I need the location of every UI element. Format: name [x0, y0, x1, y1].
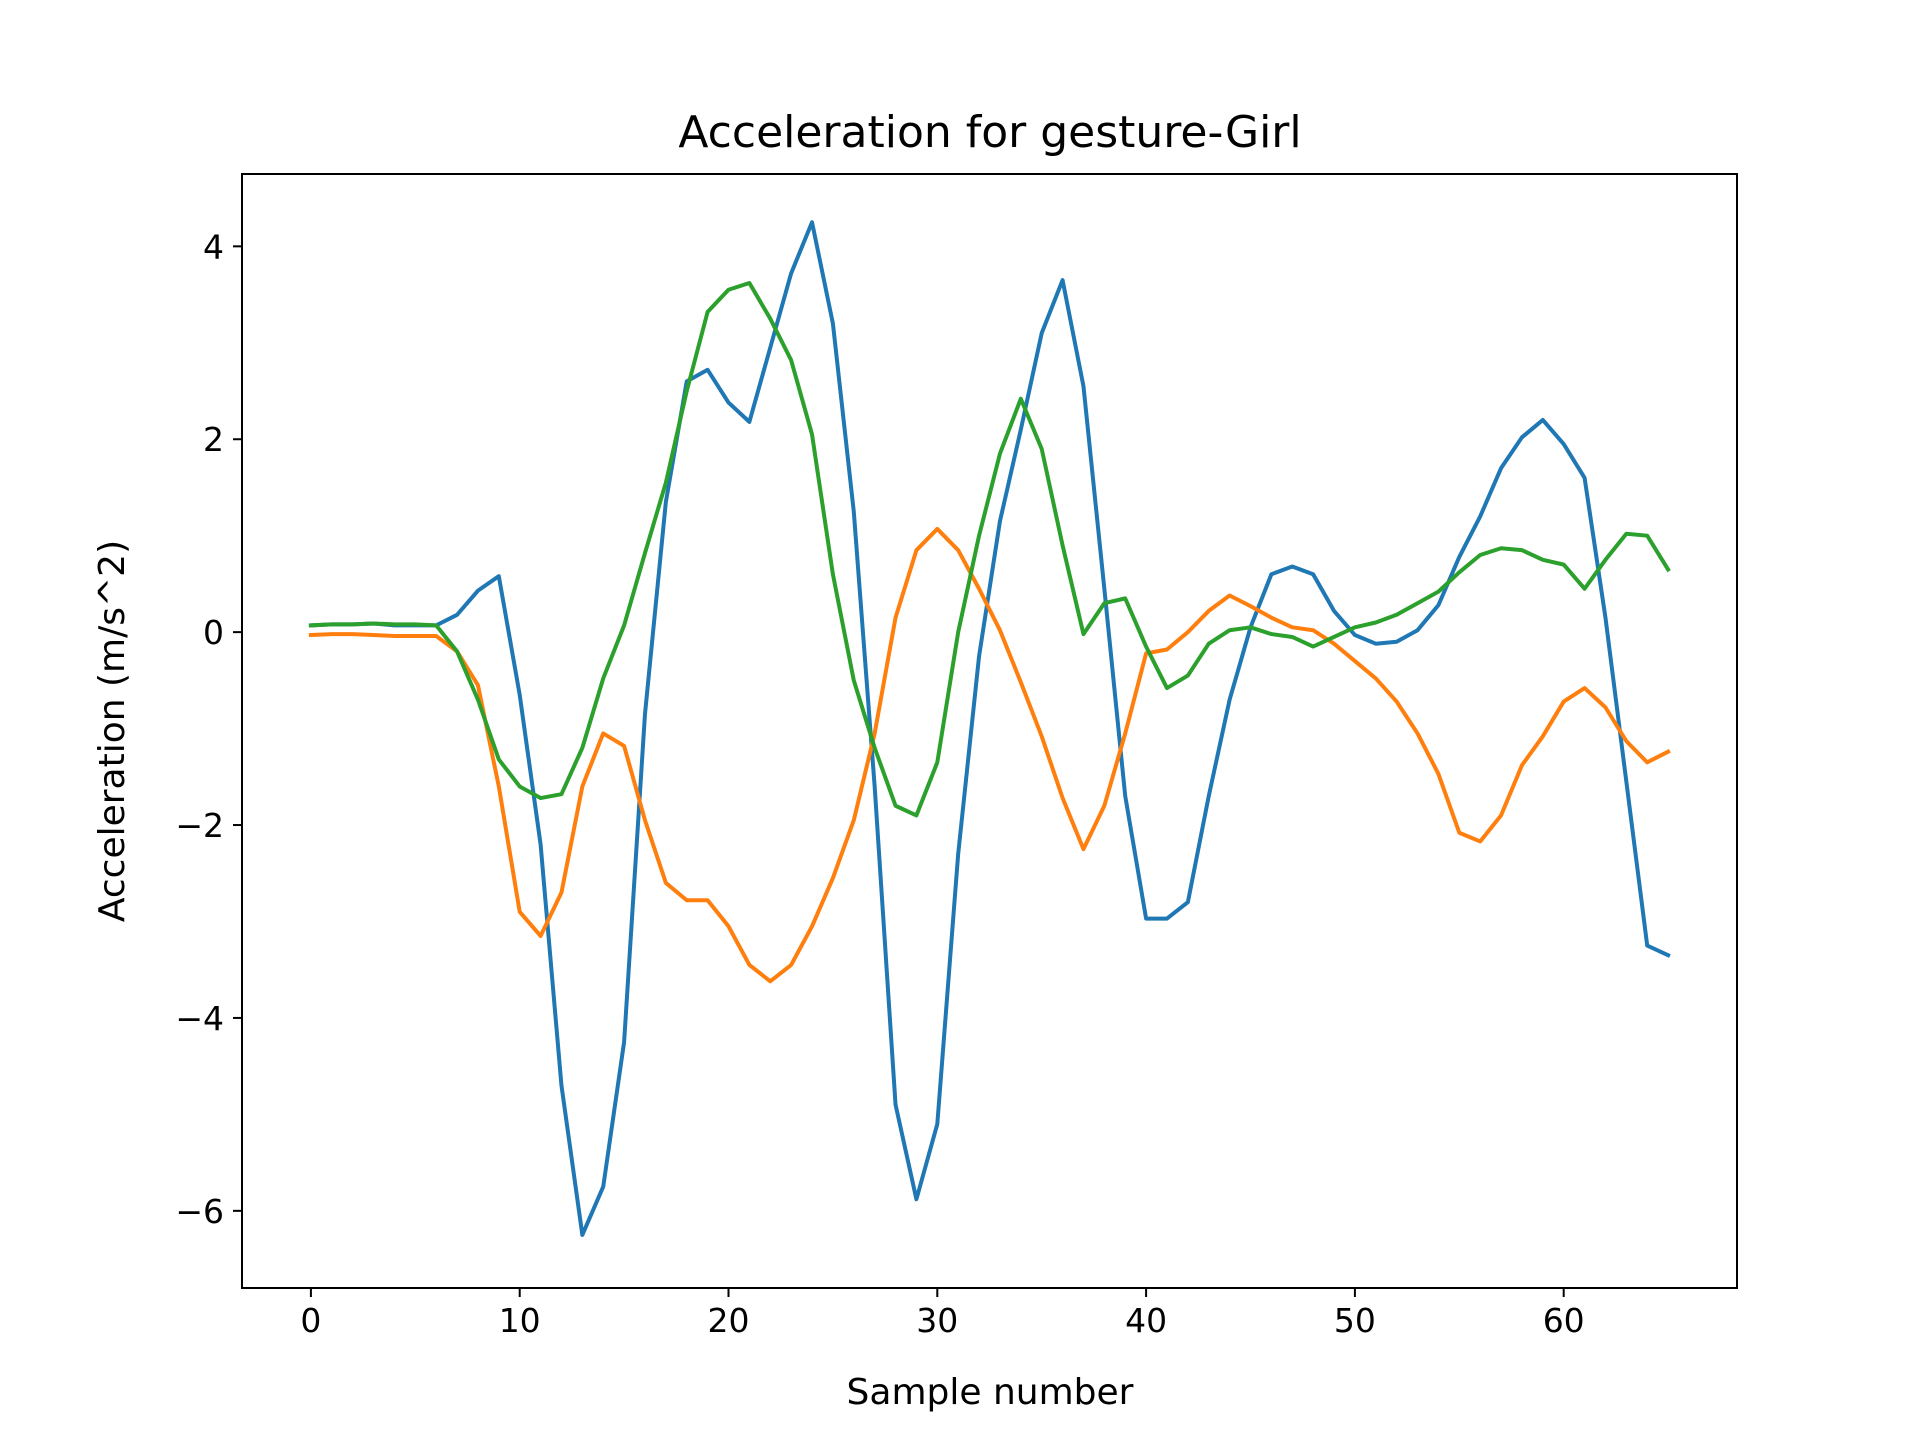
- y-tick-label: 4: [203, 227, 224, 266]
- x-tick-label: 30: [916, 1301, 958, 1340]
- series-line-3: [308, 280, 1671, 818]
- y-tick-label: −2: [175, 806, 224, 845]
- x-tick-label: 0: [300, 1301, 321, 1340]
- x-axis-label: Sample number: [847, 1372, 1134, 1413]
- x-tick-label: 20: [708, 1301, 750, 1340]
- chart-title: Acceleration for gesture-Girl: [678, 107, 1301, 158]
- series-line-1: [308, 220, 1671, 1237]
- y-axis-ticks: −6 −4 −2 0 2 4: [175, 227, 242, 1231]
- y-tick-label: 2: [203, 420, 224, 459]
- x-tick-label: 10: [499, 1301, 541, 1340]
- y-tick-label: −4: [175, 999, 224, 1038]
- series-line-2: [308, 526, 1671, 984]
- x-tick-label: 40: [1125, 1301, 1167, 1340]
- y-tick-label: −6: [175, 1192, 224, 1231]
- x-tick-label: 60: [1543, 1301, 1585, 1340]
- x-axis-ticks: 0 10 20 30 40 50 60: [300, 1288, 1585, 1340]
- series-layer: [308, 220, 1671, 1237]
- y-axis-label: Acceleration (m/s^2): [92, 540, 133, 922]
- x-tick-label: 50: [1334, 1301, 1376, 1340]
- plot-area-frame: [241, 173, 1738, 1289]
- y-tick-label: 0: [203, 613, 224, 652]
